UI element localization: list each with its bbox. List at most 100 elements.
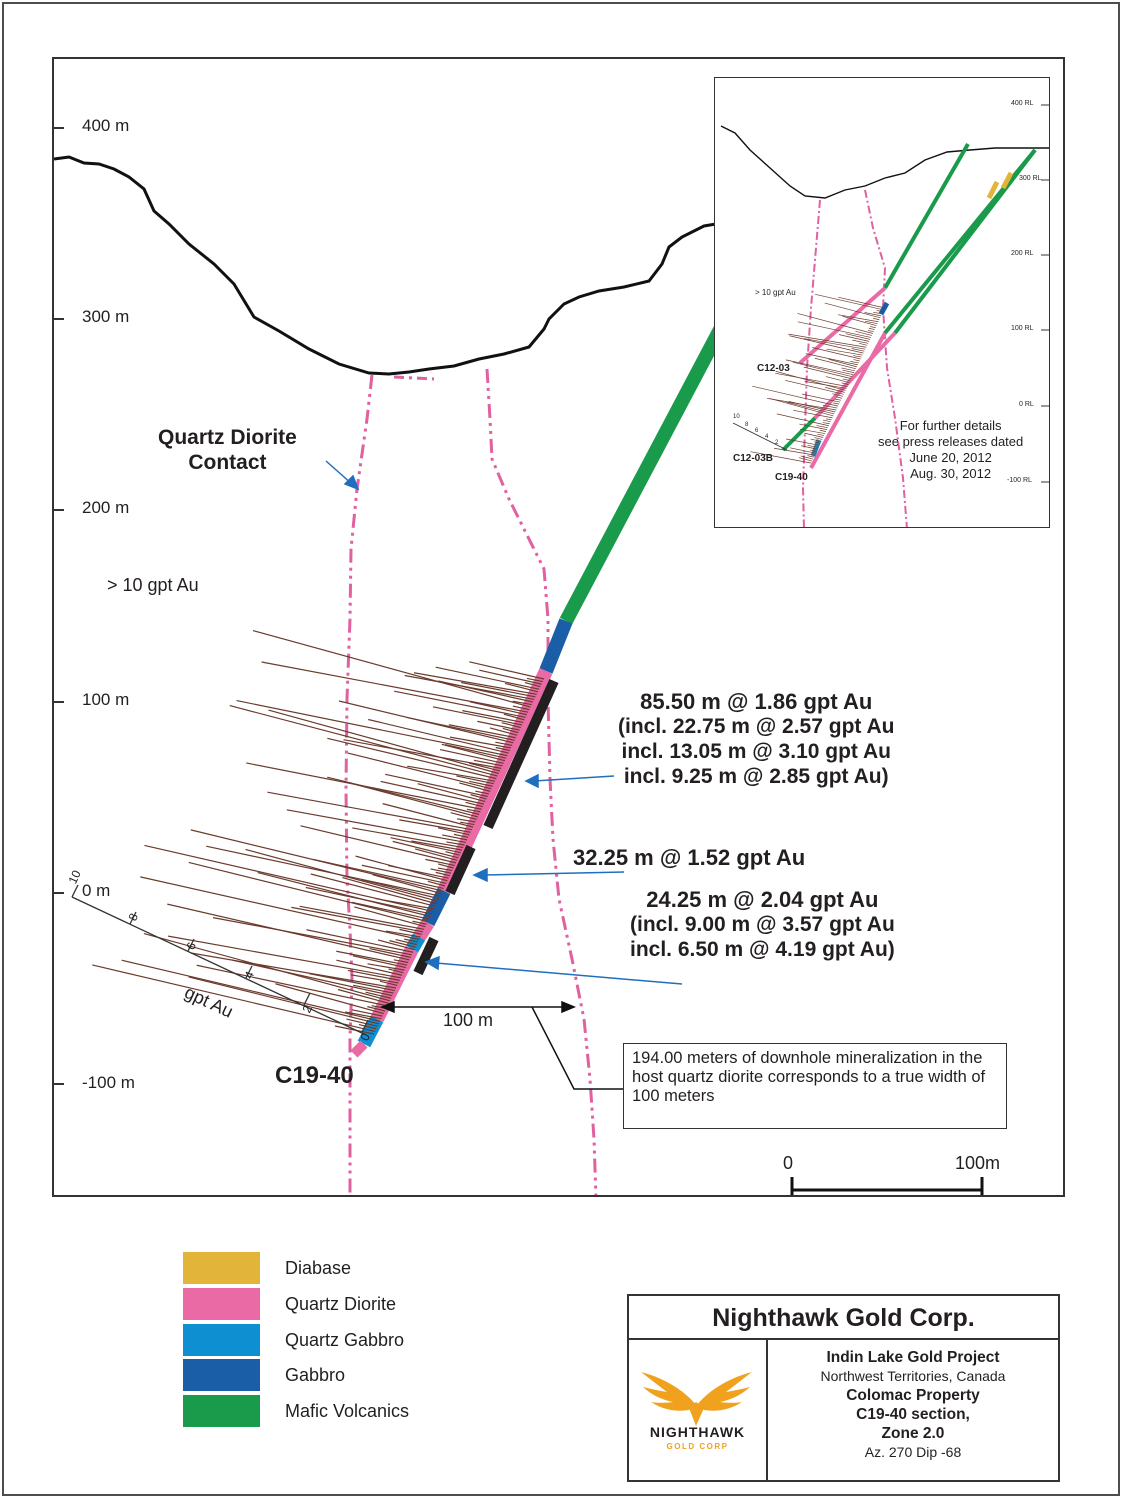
assay-stick xyxy=(804,432,824,438)
assay-stick xyxy=(342,877,437,905)
assay-stick xyxy=(459,782,491,792)
legend-swatch-quartz-gabbro xyxy=(183,1324,260,1356)
assay-stick xyxy=(412,920,427,925)
assay-stick xyxy=(291,906,424,933)
assay-stick xyxy=(852,339,869,344)
assay-stick xyxy=(469,780,493,787)
assay-stick xyxy=(399,928,422,935)
assay-stick xyxy=(352,955,406,969)
assay-stick xyxy=(495,746,510,752)
assay-stick xyxy=(252,629,531,708)
assay-stick xyxy=(368,718,509,754)
intercept-1-line-2: (incl. 22.75 m @ 2.57 gpt Au xyxy=(618,715,895,738)
assay-stick xyxy=(268,709,499,775)
assay-stick xyxy=(206,845,441,897)
hole-label: C19-40 xyxy=(275,1062,354,1089)
assay-stick xyxy=(501,722,521,729)
assay-stick xyxy=(802,393,841,403)
assay-stick xyxy=(788,333,867,348)
inset-ground-surface xyxy=(720,125,1049,199)
inset-rl-200: 200 RL xyxy=(1011,250,1034,257)
assay-stick xyxy=(477,720,520,731)
legend-swatch-quartz-diorite xyxy=(183,1288,260,1320)
assay-stick xyxy=(834,398,842,401)
assay-stick xyxy=(479,669,542,685)
quartz-diorite-contact-label: Quartz Diorite Contact xyxy=(158,426,297,474)
project-details: Indin Lake Gold Project Northwest Territ… xyxy=(768,1348,1058,1462)
inset-grade-tick-8: 8 xyxy=(745,422,749,428)
assay-stick xyxy=(439,748,504,764)
threshold-label: > 10 gpt Au xyxy=(107,575,199,595)
assay-stick xyxy=(188,861,428,923)
assay-stick xyxy=(394,690,526,718)
assay-stick xyxy=(229,704,498,777)
legend-item-mafic-volcanics: Mafic Volcanics xyxy=(183,1395,483,1427)
assay-stick xyxy=(352,827,464,849)
assay-stick xyxy=(797,313,873,334)
assay-stick xyxy=(489,727,518,736)
assay-stick xyxy=(275,983,384,1015)
assay-stick xyxy=(468,762,501,772)
assay-stick xyxy=(435,871,450,877)
assay-stick xyxy=(825,418,832,421)
assay-stick xyxy=(842,378,851,381)
logo-wordmark: NIGHTHAWK xyxy=(649,1424,746,1440)
assay-stick xyxy=(841,382,849,385)
assay-stick xyxy=(456,818,476,823)
intercept-3-text: 24.25 m @ 2.04 gpt Au (incl. 9.00 m @ 3.… xyxy=(630,887,895,962)
inset-rl-ticks xyxy=(1041,104,1049,483)
assay-stick xyxy=(789,335,864,354)
assay-stick xyxy=(526,677,543,683)
assay-stick xyxy=(411,840,463,851)
assay-stick xyxy=(822,419,831,423)
assay-stick xyxy=(355,855,448,882)
assay-stick xyxy=(310,873,436,907)
assay-stick xyxy=(825,376,850,383)
assay-stick xyxy=(347,969,400,981)
assay-stick xyxy=(495,741,513,746)
assay-stick xyxy=(786,401,835,415)
legend-item-quartz-gabbro: Quartz Gabbro xyxy=(183,1324,483,1356)
assay-stick xyxy=(388,968,404,974)
assay-stick xyxy=(343,739,502,769)
assay-stick xyxy=(770,398,834,417)
assay-stick xyxy=(814,441,821,444)
assay-stick xyxy=(337,988,389,1004)
assay-stick xyxy=(438,680,534,703)
assay-stick xyxy=(450,812,477,821)
assay-stick xyxy=(810,449,817,452)
assay-stick xyxy=(392,840,459,859)
assay-stick xyxy=(774,447,815,456)
true-width-note: 194.00 meters of downhole mineralization… xyxy=(623,1043,1007,1129)
assay-stick xyxy=(504,682,539,693)
elevation-label-200: 200 m xyxy=(82,498,130,517)
assay-stick xyxy=(833,402,840,405)
inset-contact-west xyxy=(801,199,821,527)
assay-stick xyxy=(338,700,514,744)
assay-stick xyxy=(336,950,408,966)
assay-stick xyxy=(453,833,469,838)
property-name: Colomac Property xyxy=(846,1387,980,1404)
assay-stick xyxy=(851,348,865,352)
assay-stick xyxy=(345,1011,382,1020)
true-width-label: 100 m xyxy=(443,1010,494,1030)
assay-stick xyxy=(144,844,433,912)
assay-stick xyxy=(437,827,470,836)
intercept-bar-1 xyxy=(483,678,559,830)
assay-stick xyxy=(815,293,885,311)
assay-stick xyxy=(446,841,465,846)
assay-stick xyxy=(212,917,413,956)
elevation-label-0: 0 m xyxy=(82,881,111,900)
assay-stick xyxy=(822,422,830,425)
assay-stick xyxy=(407,765,496,782)
assay-stick xyxy=(816,425,828,429)
elevation-label-minus100: -100 m xyxy=(82,1073,135,1092)
inset-drawing xyxy=(720,104,1049,527)
assay-stick xyxy=(776,413,829,427)
assay-stick xyxy=(799,423,827,430)
assay-stick xyxy=(807,455,814,458)
assay-stick xyxy=(377,939,415,951)
assay-stick xyxy=(475,790,490,795)
inset-grade-axis xyxy=(732,422,788,451)
